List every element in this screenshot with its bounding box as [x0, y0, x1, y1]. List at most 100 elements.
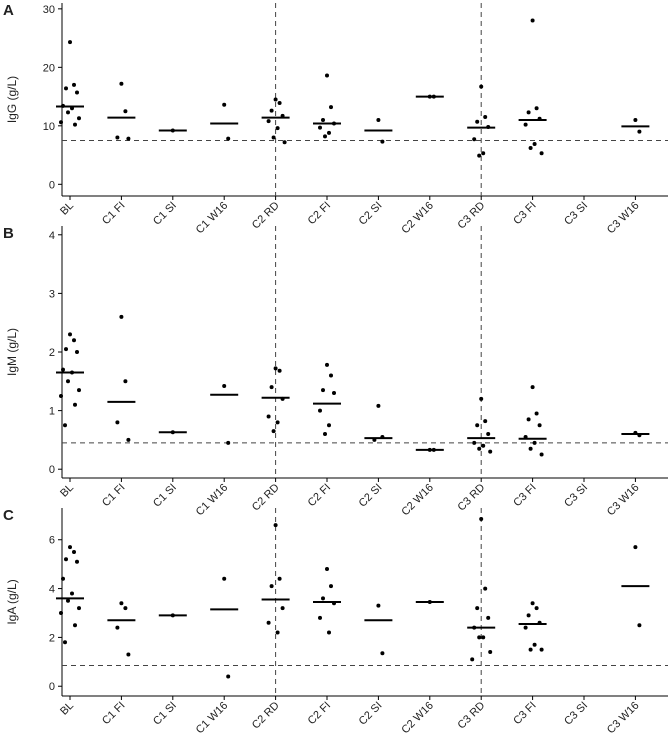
data-point: [534, 106, 539, 111]
x-tick-label: C3 RD: [455, 482, 487, 514]
data-point: [119, 81, 124, 86]
data-point: [68, 40, 72, 45]
x-tick-label: C1 FI: [100, 700, 128, 728]
y-tick-label: 6: [49, 535, 55, 547]
data-point: [126, 136, 131, 141]
x-tick-label: C3 RD: [455, 700, 487, 732]
data-point: [123, 109, 128, 114]
data-point: [266, 414, 271, 419]
x-tick-label: BL: [58, 200, 76, 218]
data-point: [479, 84, 484, 89]
data-point: [318, 408, 322, 413]
data-point: [64, 347, 68, 352]
x-tick-label: C3 FI: [511, 200, 539, 228]
data-point: [477, 153, 482, 158]
data-point: [123, 379, 128, 384]
y-tick-label: 2: [49, 632, 55, 644]
data-point: [115, 625, 120, 630]
data-point: [329, 584, 333, 589]
data-point: [70, 591, 74, 596]
data-point: [523, 625, 528, 630]
panel-label: C: [3, 507, 14, 524]
data-point: [477, 446, 482, 451]
data-point: [483, 115, 488, 120]
data-point: [63, 423, 67, 428]
data-point: [273, 523, 278, 528]
y-axis-label: IgG (g/L): [5, 76, 19, 123]
data-point: [222, 576, 227, 581]
data-point: [528, 146, 533, 151]
data-point: [277, 576, 282, 581]
data-point: [75, 559, 79, 564]
data-point: [633, 117, 638, 122]
data-point: [323, 134, 327, 139]
y-tick-label: 3: [49, 288, 55, 300]
x-tick-label: C1 W16: [194, 482, 231, 519]
data-point: [75, 350, 79, 354]
x-tick-label: C2 FI: [306, 482, 334, 510]
panel-label: A: [3, 2, 14, 19]
y-tick-label: 0: [49, 179, 55, 191]
data-point: [66, 379, 70, 384]
data-point: [282, 140, 287, 145]
data-point: [526, 613, 531, 618]
data-point: [275, 126, 280, 131]
data-point: [273, 366, 278, 371]
data-point: [64, 86, 68, 91]
data-point: [475, 119, 480, 124]
x-tick-label: C2 W16: [399, 700, 436, 737]
data-point: [222, 102, 227, 107]
x-tick-label: C3 SI: [562, 482, 590, 510]
data-point: [72, 549, 76, 554]
data-point: [59, 610, 63, 615]
data-point: [488, 449, 493, 454]
data-point: [486, 615, 491, 620]
data-point: [75, 90, 79, 95]
data-point: [66, 110, 70, 115]
data-point: [222, 383, 227, 388]
x-tick-label: C1 FI: [100, 482, 128, 510]
x-tick-label: C2 RD: [250, 482, 282, 514]
data-point: [376, 403, 381, 408]
data-point: [323, 432, 327, 437]
data-point: [530, 18, 535, 23]
data-point: [539, 452, 544, 457]
data-point: [472, 137, 477, 142]
data-point: [481, 635, 486, 640]
x-tick-label: C2 FI: [306, 700, 334, 728]
y-tick-label: 30: [43, 4, 55, 16]
data-point: [115, 420, 120, 425]
data-point: [61, 576, 65, 581]
data-point: [475, 606, 480, 611]
data-point: [64, 557, 68, 562]
data-point: [329, 105, 333, 110]
x-tick-label: C1 SI: [151, 482, 179, 510]
data-point: [637, 129, 642, 134]
x-tick-label: C3 RD: [455, 200, 487, 232]
data-point: [226, 674, 231, 679]
data-point: [73, 122, 77, 127]
data-point: [123, 606, 128, 611]
x-tick-label: C3 SI: [562, 700, 590, 728]
x-tick-label: C3 SI: [562, 200, 590, 228]
data-point: [327, 130, 331, 135]
data-point: [329, 373, 333, 378]
data-point: [539, 647, 544, 652]
data-point: [325, 73, 329, 78]
data-point: [472, 440, 477, 445]
data-point: [73, 623, 77, 628]
data-point: [77, 388, 81, 393]
data-point: [126, 652, 131, 657]
data-point: [59, 393, 63, 398]
data-point: [266, 620, 271, 625]
x-tick-label: C1 SI: [151, 700, 179, 728]
y-tick-label: 1: [49, 406, 55, 418]
y-tick-label: 0: [49, 681, 55, 693]
data-point: [486, 432, 491, 437]
x-tick-label: C2 W16: [399, 200, 436, 237]
y-axis-label: IgM (g/L): [5, 328, 19, 376]
data-point: [277, 101, 282, 106]
data-point: [483, 419, 488, 424]
data-point: [481, 443, 486, 448]
data-point: [539, 151, 544, 156]
